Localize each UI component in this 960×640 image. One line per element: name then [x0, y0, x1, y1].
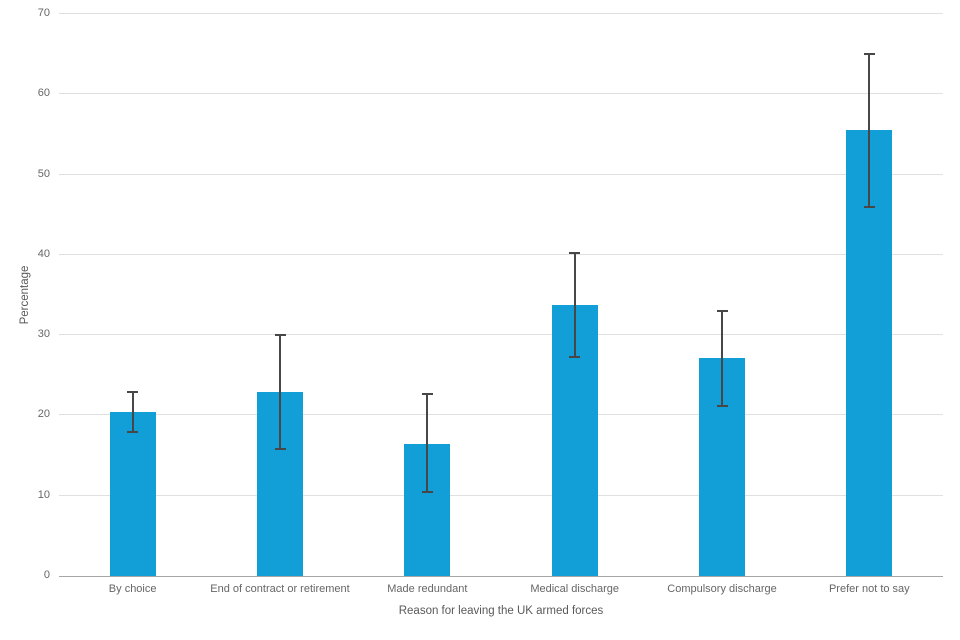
error-bar-line — [131, 390, 134, 434]
plot-area — [59, 13, 943, 577]
error-bar-cap-bottom — [274, 447, 286, 450]
error-bar-cap-bottom — [421, 491, 433, 494]
error-bar-line — [426, 392, 429, 494]
gridline — [59, 93, 943, 95]
gridline — [59, 494, 943, 496]
x-axis-line — [59, 576, 943, 577]
error-bar-cap-top — [421, 392, 433, 395]
error-bar-cap-bottom — [569, 356, 581, 359]
error-bar-cap-top — [127, 390, 139, 393]
error-bar-cap-top — [716, 310, 728, 313]
y-tick-label: 0 — [43, 569, 50, 581]
error-bar-cap-bottom — [863, 206, 875, 209]
x-category-label: Medical discharge — [530, 583, 619, 595]
x-category-label: Prefer not to say — [828, 583, 910, 595]
gridline — [59, 414, 943, 416]
x-category-label: Made redundant — [387, 583, 468, 595]
y-tick-label: 20 — [37, 408, 50, 421]
error-bar-line — [573, 251, 576, 359]
error-bar-cap-top — [863, 52, 875, 55]
y-tick-label: 40 — [37, 247, 50, 260]
y-tick-label: 30 — [37, 328, 50, 341]
error-bar-cap-bottom — [716, 404, 728, 407]
y-tick-label: 10 — [37, 488, 50, 501]
gridline — [59, 13, 943, 14]
bar — [109, 412, 156, 576]
y-tick-label: 60 — [37, 87, 50, 100]
x-axis-title: Reason for leaving the UK armed forces — [398, 605, 604, 617]
error-bar-cap-top — [569, 251, 581, 254]
x-category-label: Compulsory discharge — [667, 583, 777, 595]
gridline — [59, 334, 943, 336]
gridline — [59, 253, 943, 255]
y-tick-label: 50 — [37, 167, 50, 180]
error-bar-cap-top — [274, 334, 286, 337]
error-bar-line — [721, 310, 723, 407]
x-category-label: By choice — [108, 583, 157, 595]
error-bar-line — [279, 334, 281, 450]
y-tick-label: 70 — [37, 7, 50, 19]
gridline — [59, 173, 943, 175]
error-bar-line — [868, 52, 871, 209]
x-category-label: End of contract or retirement — [210, 583, 350, 595]
error-bar-cap-bottom — [127, 431, 139, 434]
y-axis-title: Percentage — [19, 265, 31, 325]
